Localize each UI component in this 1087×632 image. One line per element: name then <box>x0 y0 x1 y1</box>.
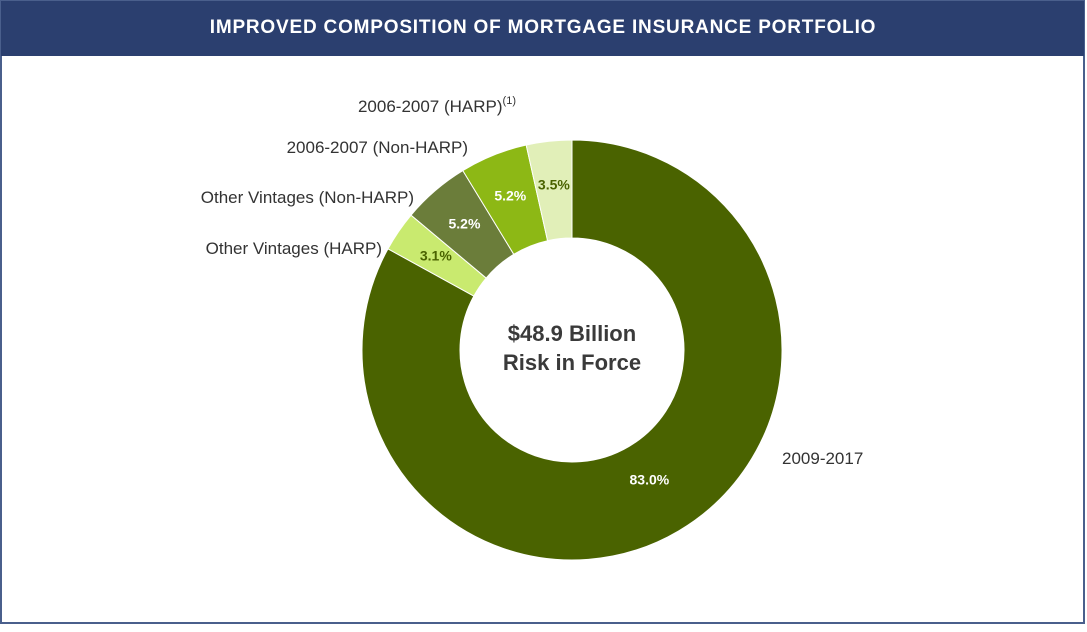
category-name: Other Vintages (HARP) <box>206 239 382 258</box>
value-label: 5.2% <box>494 188 526 204</box>
header-band <box>1 1 1084 56</box>
chart-title: IMPROVED COMPOSITION OF MORTGAGE INSURAN… <box>210 17 877 38</box>
category-superscript: (1) <box>503 95 516 107</box>
category-name: 2006-2007 (HARP) <box>358 97 503 116</box>
donut-slice <box>525 139 573 242</box>
category-label: 2006-2007 (HARP)(1) <box>358 95 516 117</box>
category-name: 2009-2017 <box>782 449 863 468</box>
category-name: Other Vintages (Non-HARP) <box>201 188 414 207</box>
value-label: 5.2% <box>448 216 480 232</box>
category-label: 2006-2007 (Non-HARP) <box>287 138 468 157</box>
category-label: Other Vintages (HARP) <box>206 239 382 258</box>
center-label: $48.9 Billion <box>508 321 636 346</box>
category-label: Other Vintages (Non-HARP) <box>201 188 414 207</box>
donut-slice <box>361 139 783 561</box>
value-label: 83.0% <box>630 472 670 488</box>
category-name: 2006-2007 (Non-HARP) <box>287 138 468 157</box>
value-label: 3.5% <box>538 177 570 193</box>
value-label: 3.1% <box>420 248 452 264</box>
category-label: 2009-2017 <box>782 449 863 468</box>
center-label: Risk in Force <box>503 350 641 375</box>
